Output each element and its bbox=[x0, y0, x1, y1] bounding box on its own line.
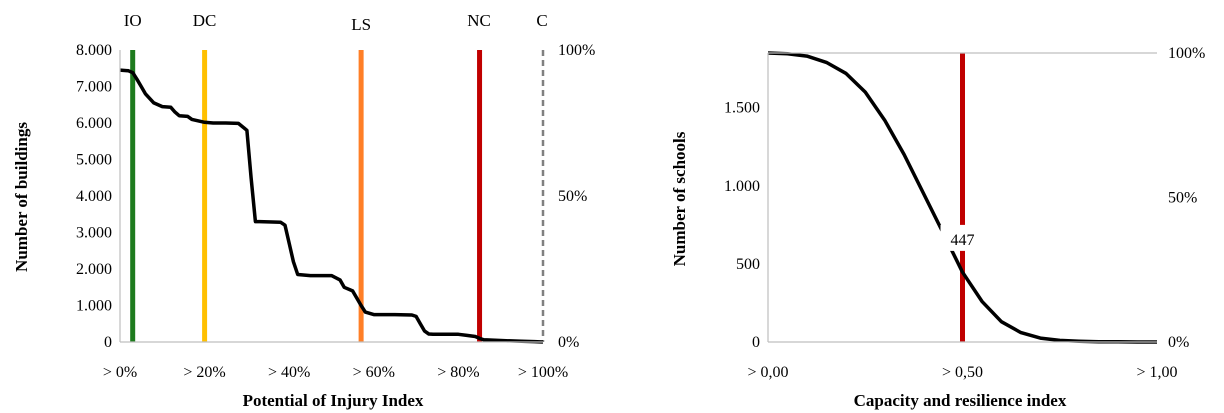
marker-label: IO bbox=[124, 11, 142, 30]
x-tick-label: > 40% bbox=[268, 364, 310, 381]
marker-label: LS bbox=[351, 15, 371, 34]
chart-capacity-index: Number of schools Capacity and resilienc… bbox=[670, 45, 1205, 410]
x-tick-label: > 20% bbox=[183, 364, 225, 381]
annotation-background bbox=[940, 224, 985, 251]
y-tick-label: 5.000 bbox=[76, 152, 112, 169]
x-tick-label: > 0,00 bbox=[747, 364, 788, 381]
annotation-label: 447 bbox=[951, 232, 975, 249]
chart-injury-index: Number of buildings Potential of Injury … bbox=[12, 11, 595, 410]
marker-label: NC bbox=[467, 11, 491, 30]
y2-tick-label: 0% bbox=[1168, 334, 1189, 351]
y-tick-label: 3.000 bbox=[76, 225, 112, 242]
x-axis-title: Capacity and resilience index bbox=[854, 391, 1067, 410]
y-tick-label: 1.000 bbox=[724, 178, 760, 195]
x-tick-label: > 100% bbox=[518, 364, 568, 381]
y-tick-label: 1.500 bbox=[724, 100, 760, 117]
y2-tick-label: 100% bbox=[1168, 45, 1205, 62]
y-tick-label: 500 bbox=[736, 256, 760, 273]
y2-tick-label: 100% bbox=[558, 42, 595, 59]
y2-tick-label: 50% bbox=[558, 188, 587, 205]
y-tick-label: 2.000 bbox=[76, 261, 112, 278]
y-tick-label: 1.000 bbox=[76, 298, 112, 315]
x-tick-label: > 60% bbox=[353, 364, 395, 381]
y-axis-title: Number of schools bbox=[670, 131, 689, 266]
y-tick-label: 4.000 bbox=[76, 188, 112, 205]
marker-label: DC bbox=[193, 11, 217, 30]
marker-label: C bbox=[536, 11, 547, 30]
y-tick-label: 0 bbox=[104, 334, 112, 351]
y2-tick-label: 50% bbox=[1168, 190, 1197, 207]
series-line bbox=[119, 68, 544, 344]
x-tick-label: > 0,50 bbox=[942, 364, 983, 381]
x-axis-title: Potential of Injury Index bbox=[243, 391, 424, 410]
y2-tick-label: 0% bbox=[558, 334, 579, 351]
y-tick-label: 8.000 bbox=[76, 42, 112, 59]
y-tick-label: 0 bbox=[752, 334, 760, 351]
x-tick-label: > 0% bbox=[103, 364, 137, 381]
y-tick-label: 6.000 bbox=[76, 115, 112, 132]
y-axis-title: Number of buildings bbox=[12, 122, 31, 272]
x-tick-label: > 80% bbox=[437, 364, 479, 381]
y-tick-label: 7.000 bbox=[76, 79, 112, 96]
x-tick-label: > 1,00 bbox=[1136, 364, 1177, 381]
